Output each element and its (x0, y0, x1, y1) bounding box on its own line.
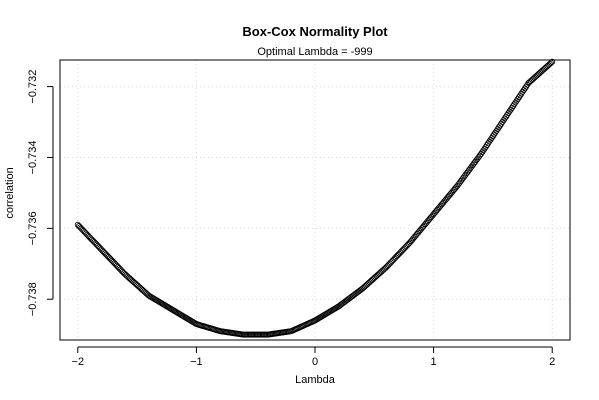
grid (60, 60, 570, 340)
y-tick-label: −0.738 (27, 282, 39, 316)
y-tick-label: −0.734 (27, 140, 39, 174)
y-tick-label: −0.732 (27, 70, 39, 104)
x-tick-label: 1 (431, 356, 437, 368)
x-axis-label: Lambda (295, 374, 336, 386)
y-axis-label: correlation (4, 167, 16, 218)
data-point (548, 59, 555, 66)
x-tick-label: −2 (72, 356, 85, 368)
data-point (549, 58, 556, 65)
chart-subtitle: Optimal Lambda = -999 (257, 46, 372, 58)
plot-frame (59, 59, 571, 341)
chart-title: Box-Cox Normality Plot (242, 24, 388, 39)
x-tick-label: −1 (190, 356, 203, 368)
y-axis: −0.738 −0.736 −0.734 −0.732 (27, 70, 54, 316)
x-tick-label: 2 (549, 356, 555, 368)
y-tick-label: −0.736 (27, 211, 39, 245)
x-axis: −2 −1 0 1 2 (72, 346, 555, 368)
x-tick-label: 0 (312, 356, 318, 368)
data-points (74, 58, 556, 338)
